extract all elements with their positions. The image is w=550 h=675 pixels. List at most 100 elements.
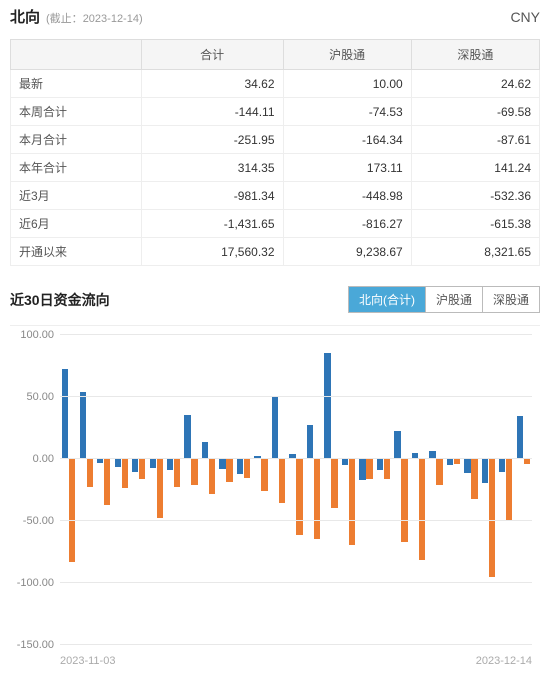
bar-group [147,334,164,644]
row-label: 最新 [11,70,142,98]
bar-group [270,334,287,644]
bar-series-a [359,458,365,480]
bar-series-b [104,458,110,505]
bar-series-a [342,458,348,465]
table-row: 本月合计-251.95-164.34-87.61 [11,126,540,154]
summary-table: 合计沪股通深股通 最新34.6210.0024.62本周合计-144.11-74… [10,39,540,266]
bar-series-b [139,458,145,479]
tab-1[interactable]: 沪股通 [425,287,482,312]
row-label: 本年合计 [11,154,142,182]
bar-group [182,334,199,644]
cell-value: -74.53 [283,98,411,126]
bar-group [392,334,409,644]
tab-2[interactable]: 深股通 [482,287,539,312]
row-label: 开通以来 [11,238,142,266]
bar-series-b [279,458,285,503]
cell-value: 17,560.32 [141,238,283,266]
table-row: 本周合计-144.11-74.53-69.58 [11,98,540,126]
bar-series-b [314,458,320,539]
gridline: 0.00 [60,458,532,459]
y-tick-label: 100.00 [20,329,54,341]
currency-label: CNY [510,9,540,25]
cell-value: -251.95 [141,126,283,154]
bar-group [480,334,497,644]
summary-table-wrap: 合计沪股通深股通 最新34.6210.0024.62本周合计-144.11-74… [0,33,550,276]
bar-series-a [464,458,470,473]
row-label: 近3月 [11,182,142,210]
row-label: 近6月 [11,210,142,238]
bar-group [322,334,339,644]
cell-value: -1,431.65 [141,210,283,238]
row-label: 本周合计 [11,98,142,126]
gridline: 100.00 [60,334,532,335]
bar-series-b [209,458,215,494]
y-tick-label: -50.00 [23,515,54,527]
gridline: -150.00 [60,644,532,645]
bar-group [357,334,374,644]
bar-group [427,334,444,644]
bar-series-a [394,431,400,458]
bar-series-b [489,458,495,577]
cell-value: -164.34 [283,126,411,154]
header: 北向 (截止：2023-12-14) CNY [0,0,550,33]
bar-series-b [174,458,180,487]
table-row: 近6月-1,431.65-816.27-615.38 [11,210,540,238]
col-header: 深股通 [411,40,539,70]
bar-group [200,334,217,644]
gridline: 50.00 [60,396,532,397]
bar-group [340,334,357,644]
bar-series-a [80,392,86,458]
bar-group [130,334,147,644]
bar-series-b [69,458,75,562]
header-subdate: (截止：2023-12-14) [46,10,143,26]
bar-group [375,334,392,644]
table-row: 近3月-981.34-448.98-532.36 [11,182,540,210]
gridline: -50.00 [60,520,532,521]
bar-series-b [87,458,93,487]
cell-value: -448.98 [283,182,411,210]
gridline: -100.00 [60,582,532,583]
tab-0[interactable]: 北向(合计) [349,287,425,312]
bar-series-a [237,458,243,474]
y-tick-label: -100.00 [17,577,54,589]
bar-series-b [191,458,197,485]
bar-series-a [499,458,505,472]
bar-series-b [331,458,337,508]
bar-series-b [506,458,512,520]
bar-series-a [377,458,383,470]
table-row: 开通以来17,560.329,238.678,321.65 [11,238,540,266]
col-header: 合计 [141,40,283,70]
chart-tabs: 北向(合计)沪股通深股通 [348,286,540,313]
bar-series-a [167,458,173,470]
bar-series-b [244,458,250,478]
bar-group [515,334,532,644]
bar-group [165,334,182,644]
cell-value: 141.24 [411,154,539,182]
bar-series-a [202,442,208,458]
cell-value: -981.34 [141,182,283,210]
bar-group [410,334,427,644]
table-row: 最新34.6210.0024.62 [11,70,540,98]
bar-series-a [307,425,313,458]
y-tick-label: -150.00 [17,639,54,651]
y-tick-label: 0.00 [33,453,54,465]
bar-series-a [429,451,435,458]
x-end-label: 2023-12-14 [476,655,532,667]
cell-value: -69.58 [411,98,539,126]
bar-series-b [401,458,407,542]
bar-series-a [132,458,138,472]
bar-series-a [272,396,278,458]
cell-value: 314.35 [141,154,283,182]
bar-series-b [261,458,267,491]
bar-series-b [122,458,128,488]
bar-group [60,334,77,644]
cell-value: 34.62 [141,70,283,98]
cell-value: -532.36 [411,182,539,210]
bar-series-b [226,458,232,482]
bar-series-a [447,458,453,465]
cell-value: 24.62 [411,70,539,98]
bar-group [77,334,94,644]
col-header: 沪股通 [283,40,411,70]
bar-series-a [324,353,330,458]
y-tick-label: 50.00 [26,391,54,403]
